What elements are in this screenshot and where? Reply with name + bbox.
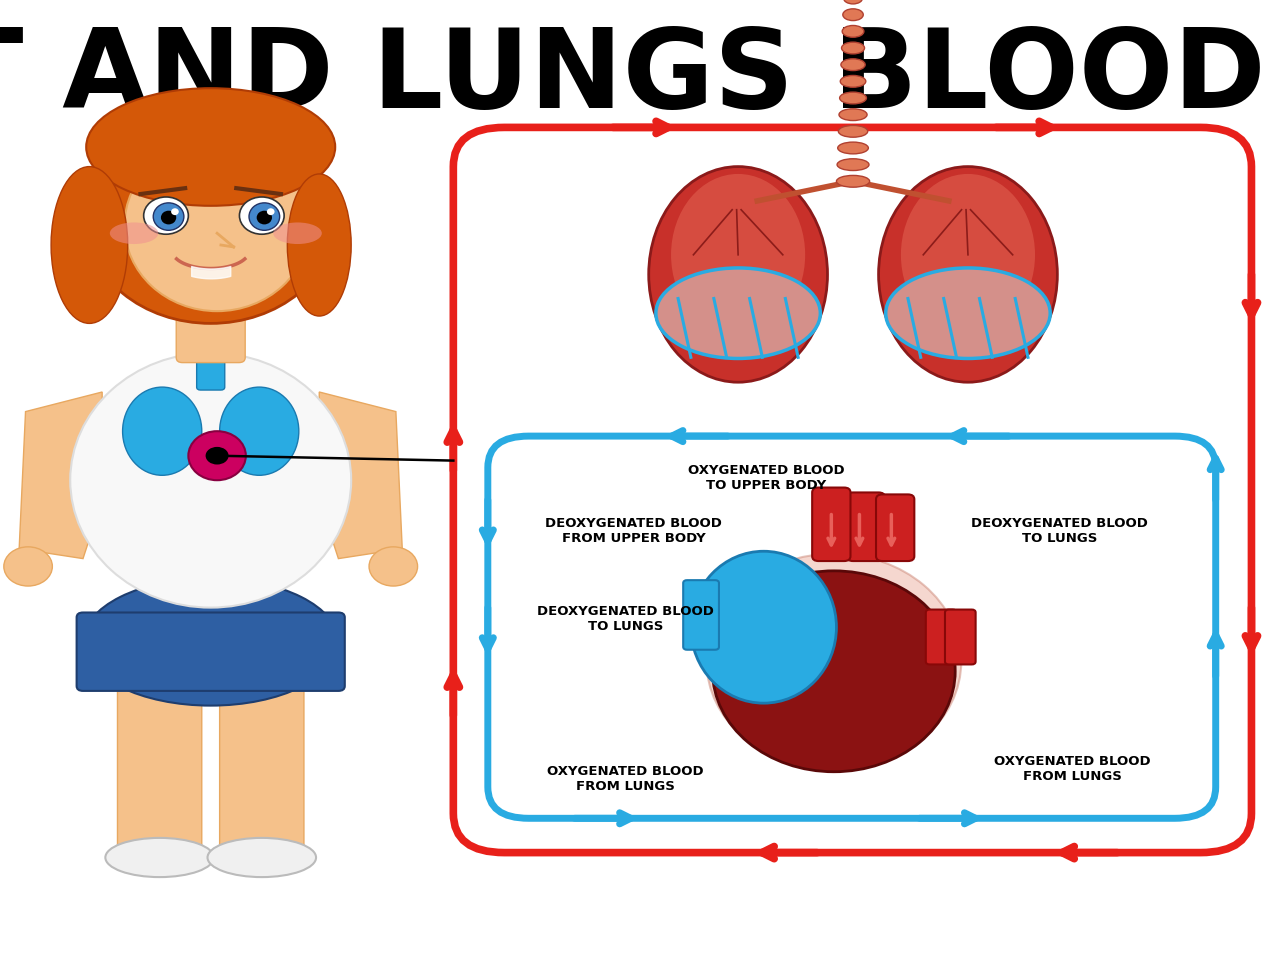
Ellipse shape (672, 174, 806, 335)
Ellipse shape (125, 139, 310, 311)
FancyBboxPatch shape (926, 610, 956, 664)
Text: OXYGENATED BLOOD
FROM LUNGS: OXYGENATED BLOOD FROM LUNGS (995, 756, 1151, 783)
Ellipse shape (691, 551, 836, 704)
Ellipse shape (123, 387, 202, 475)
Ellipse shape (70, 353, 351, 608)
Ellipse shape (83, 578, 338, 706)
Ellipse shape (839, 109, 867, 121)
Ellipse shape (86, 118, 335, 323)
Ellipse shape (86, 88, 335, 206)
Ellipse shape (161, 211, 176, 224)
Ellipse shape (171, 209, 179, 215)
Ellipse shape (842, 59, 866, 71)
Ellipse shape (842, 42, 865, 54)
Ellipse shape (838, 125, 868, 137)
Ellipse shape (105, 838, 215, 877)
Ellipse shape (267, 209, 275, 215)
Ellipse shape (287, 174, 351, 316)
Text: DEOXYGENATED BLOOD
TO LUNGS: DEOXYGENATED BLOOD TO LUNGS (538, 606, 714, 633)
FancyBboxPatch shape (876, 494, 914, 561)
Ellipse shape (843, 9, 863, 21)
Ellipse shape (649, 167, 827, 382)
Ellipse shape (110, 222, 158, 244)
Ellipse shape (838, 159, 870, 171)
Polygon shape (319, 392, 402, 559)
Ellipse shape (843, 25, 865, 37)
Ellipse shape (240, 197, 285, 234)
Ellipse shape (840, 75, 866, 87)
FancyBboxPatch shape (176, 294, 245, 363)
Ellipse shape (189, 431, 245, 480)
Ellipse shape (836, 175, 870, 187)
Ellipse shape (4, 547, 52, 586)
FancyBboxPatch shape (220, 619, 304, 860)
FancyBboxPatch shape (945, 610, 976, 664)
Ellipse shape (369, 547, 418, 586)
Polygon shape (19, 392, 102, 559)
Ellipse shape (886, 268, 1050, 359)
Text: DEOXYGENATED BLOOD
TO LUNGS: DEOXYGENATED BLOOD TO LUNGS (972, 517, 1148, 545)
FancyBboxPatch shape (77, 612, 345, 691)
FancyBboxPatch shape (197, 330, 225, 390)
Ellipse shape (879, 167, 1057, 382)
Ellipse shape (713, 570, 955, 772)
Ellipse shape (207, 838, 317, 877)
Ellipse shape (706, 554, 962, 769)
Ellipse shape (656, 268, 820, 359)
Ellipse shape (844, 0, 863, 4)
Ellipse shape (840, 92, 866, 104)
FancyBboxPatch shape (812, 488, 850, 561)
Text: HEART AND LUNGS BLOOD FLOW: HEART AND LUNGS BLOOD FLOW (0, 24, 1277, 131)
Text: OXYGENATED BLOOD
TO UPPER BODY: OXYGENATED BLOOD TO UPPER BODY (688, 465, 844, 492)
FancyBboxPatch shape (683, 580, 719, 650)
Text: OXYGENATED BLOOD
FROM LUNGS: OXYGENATED BLOOD FROM LUNGS (548, 765, 704, 793)
FancyBboxPatch shape (117, 619, 202, 860)
Text: DEOXYGENATED BLOOD
FROM UPPER BODY: DEOXYGENATED BLOOD FROM UPPER BODY (545, 517, 722, 545)
Ellipse shape (257, 211, 272, 224)
Ellipse shape (220, 387, 299, 475)
Ellipse shape (902, 174, 1034, 335)
Ellipse shape (249, 203, 280, 230)
Ellipse shape (153, 203, 184, 230)
Ellipse shape (51, 167, 128, 323)
Ellipse shape (273, 222, 322, 244)
FancyBboxPatch shape (847, 492, 885, 561)
Ellipse shape (838, 142, 868, 154)
Ellipse shape (144, 197, 189, 234)
Circle shape (206, 447, 229, 465)
